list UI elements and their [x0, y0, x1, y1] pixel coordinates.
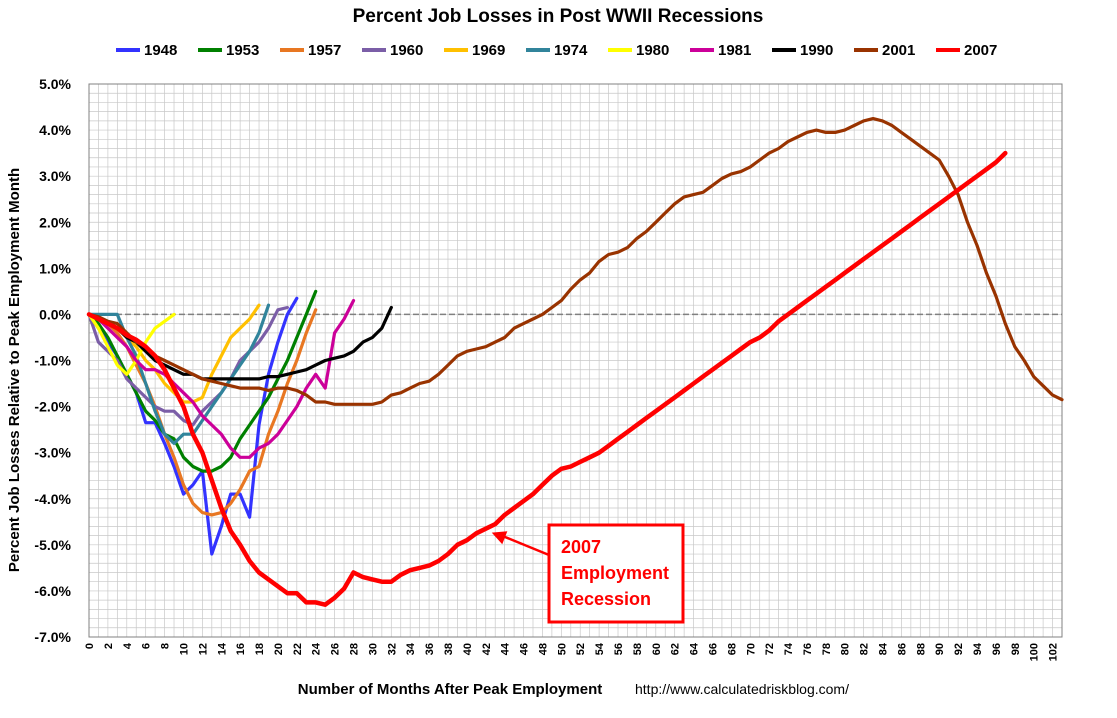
- x-tick-label: 6: [141, 643, 153, 649]
- y-tick-label: 3.0%: [39, 168, 71, 184]
- x-tick-label: 62: [670, 643, 682, 655]
- x-tick-label: 22: [292, 643, 304, 655]
- y-tick-label: 1.0%: [39, 260, 71, 276]
- legend-label-1981: 1981: [718, 42, 751, 59]
- series-lines: [86, 116, 1064, 607]
- x-tick-label: 18: [254, 643, 266, 655]
- legend: 1948 1953 1957 1960 1969 1974 1980 1981 1990 2001…: [116, 42, 997, 59]
- x-tick-label: 72: [764, 643, 776, 655]
- x-tick-label: 12: [197, 643, 209, 655]
- x-tick-label: 78: [821, 643, 833, 655]
- x-tick-label: 46: [519, 643, 531, 655]
- x-tick-label: 42: [481, 643, 493, 655]
- legend-label-1953: 1953: [226, 42, 259, 59]
- x-tick-label: 98: [1010, 643, 1022, 655]
- chart-title: Percent Job Losses in Post WWII Recessio…: [353, 6, 764, 27]
- y-tick-label: -2.0%: [34, 399, 71, 415]
- annotation-text: Employment: [561, 563, 669, 583]
- series-line-2001: [87, 116, 1064, 406]
- x-tick-label: 68: [726, 643, 738, 655]
- y-tick-label: 2.0%: [39, 214, 71, 230]
- legend-label-1948: 1948: [144, 42, 177, 59]
- legend-label-1957: 1957: [308, 42, 341, 59]
- x-tick-label: 96: [991, 643, 1003, 655]
- x-tick-label: 90: [934, 643, 946, 655]
- x-tick-label: 36: [424, 643, 436, 655]
- x-tick-label: 38: [443, 643, 455, 655]
- x-tick-label: 94: [972, 642, 984, 655]
- x-tick-label: 48: [537, 643, 549, 655]
- plot-border: [88, 83, 1063, 638]
- x-tick-label: 100: [1029, 643, 1041, 661]
- x-axis-ticks: 0 2 4 6 8 10 12 14 16 18 20 22 24 26 28 30 32 34 36 38 40 42 4…: [84, 642, 1060, 661]
- x-tick-label: 66: [707, 643, 719, 655]
- x-tick-label: 70: [745, 643, 757, 655]
- x-tick-label: 16: [235, 643, 247, 655]
- legend-label-2001: 2001: [882, 42, 915, 59]
- y-tick-label: 4.0%: [39, 122, 71, 138]
- legend-label-1980: 1980: [636, 42, 669, 59]
- x-tick-label: 10: [178, 643, 190, 655]
- y-tick-label: -7.0%: [34, 629, 71, 645]
- x-tick-label: 24: [311, 642, 323, 655]
- legend-label-1969: 1969: [472, 42, 505, 59]
- x-tick-label: 54: [594, 642, 606, 655]
- x-tick-label: 76: [802, 643, 814, 655]
- legend-label-1974: 1974: [554, 42, 588, 59]
- x-tick-label: 8: [160, 643, 172, 649]
- x-tick-label: 50: [556, 643, 568, 655]
- x-tick-label: 58: [632, 643, 644, 655]
- x-tick-label: 4: [122, 642, 134, 649]
- x-tick-label: 14: [216, 642, 228, 655]
- x-tick-label: 88: [915, 643, 927, 655]
- x-tick-label: 30: [367, 643, 379, 655]
- x-tick-label: 20: [273, 643, 285, 655]
- legend-label-2007: 2007: [964, 42, 997, 59]
- y-tick-label: 0.0%: [39, 306, 71, 322]
- series-line-1980: [87, 312, 176, 376]
- annotation-box: [547, 523, 685, 624]
- annotation-arrow-line: [501, 534, 550, 557]
- x-tick-label: 60: [651, 643, 663, 655]
- series-line-1974: [87, 303, 271, 445]
- x-axis-label: Number of Months After Peak Employment: [298, 681, 602, 698]
- x-tick-label: 52: [575, 643, 587, 655]
- legend-label-1960: 1960: [390, 42, 423, 59]
- annotation-text: Recession: [561, 589, 651, 609]
- y-tick-label: -1.0%: [34, 353, 71, 369]
- source-url: http://www.calculatedriskblog.com/: [635, 681, 849, 697]
- x-tick-label: 64: [689, 642, 701, 655]
- x-tick-label: 28: [349, 643, 361, 655]
- series-line-2007: [86, 150, 1008, 607]
- x-tick-label: 34: [405, 642, 417, 655]
- x-tick-label: 86: [896, 643, 908, 655]
- x-tick-label: 2: [103, 643, 115, 649]
- y-tick-label: -3.0%: [34, 445, 71, 461]
- y-tick-label: 5.0%: [39, 76, 71, 92]
- legend-label-1990: 1990: [800, 42, 833, 59]
- x-tick-label: 56: [613, 643, 625, 655]
- x-tick-label: 102: [1048, 643, 1060, 661]
- x-tick-label: 32: [386, 643, 398, 655]
- y-axis-label: Percent Job Losses Relative to Peak Empl…: [6, 168, 23, 572]
- x-tick-label: 26: [330, 643, 342, 655]
- x-tick-label: 40: [462, 643, 474, 655]
- annotation: 2007 Employment Recession: [491, 523, 685, 624]
- y-tick-label: -5.0%: [34, 537, 71, 553]
- x-tick-label: 0: [84, 643, 96, 649]
- y-tick-label: -6.0%: [34, 583, 71, 599]
- annotation-text: 2007: [561, 537, 601, 557]
- x-tick-label: 80: [840, 643, 852, 655]
- y-axis-ticks: 5.0% 4.0% 3.0% 2.0% 1.0% 0.0% -1.0% -2.0% -3.0% -…: [34, 76, 71, 645]
- annotation-arrow-head: [491, 531, 508, 545]
- x-tick-label: 44: [500, 642, 512, 655]
- x-tick-label: 74: [783, 642, 795, 655]
- x-tick-label: 84: [878, 642, 890, 655]
- y-tick-label: -4.0%: [34, 491, 71, 507]
- x-tick-label: 82: [859, 643, 871, 655]
- x-tick-label: 92: [953, 643, 965, 655]
- series-line-1981: [87, 299, 356, 459]
